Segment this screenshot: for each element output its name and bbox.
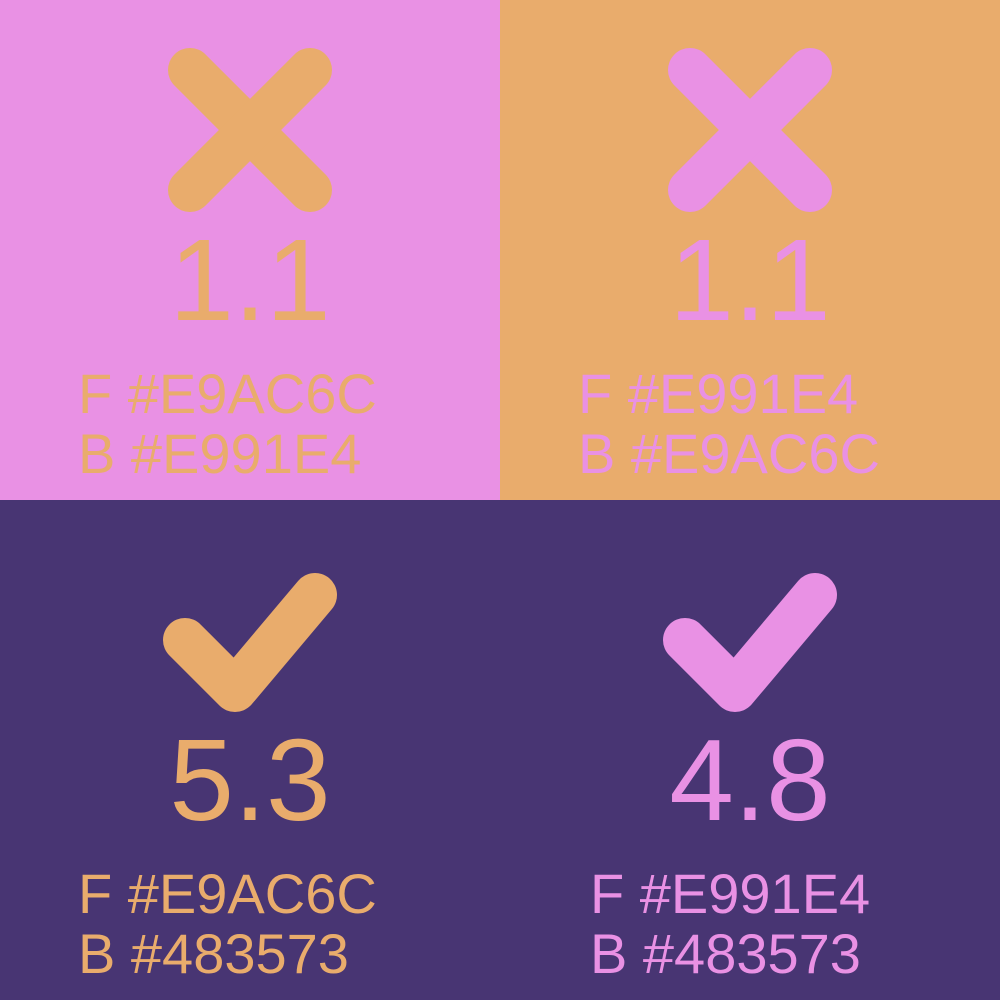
color-codes: F #E9AC6C B #483573 [78,864,377,984]
foreground-code: F #E9AC6C [78,862,377,925]
color-codes: F #E991E4 B #E9AC6C [578,364,880,484]
swatch-3: 5.3 F #E9AC6C B #483573 [0,500,500,1000]
swatch-4: 4.8 F #E991E4 B #483573 [500,500,1000,1000]
contrast-ratio: 1.1 [669,215,831,345]
foreground-code: F #E9AC6C [78,362,377,425]
x-icon [160,40,340,220]
contrast-ratio: 5.3 [169,715,331,845]
x-icon [660,40,840,220]
foreground-code: F #E991E4 [590,862,871,925]
swatch-1: 1.1 F #E9AC6C B #E991E4 [0,0,500,500]
color-codes: F #E9AC6C B #E991E4 [78,364,377,484]
background-code: B #483573 [78,922,349,985]
color-codes: F #E991E4 B #483573 [590,864,870,984]
contrast-ratio: 4.8 [669,715,831,845]
check-icon [160,560,340,740]
contrast-ratio: 1.1 [169,215,331,345]
background-code: B #E991E4 [78,422,362,485]
foreground-code: F #E991E4 [578,362,859,425]
background-code: B #E9AC6C [578,422,880,485]
check-icon [660,560,840,740]
background-code: B #483573 [590,922,861,985]
swatch-2: 1.1 F #E991E4 B #E9AC6C [500,0,1000,500]
